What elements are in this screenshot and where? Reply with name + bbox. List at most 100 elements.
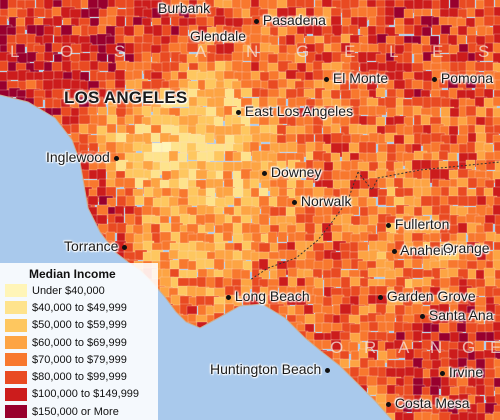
tract: [159, 222, 172, 233]
tract: [52, 15, 63, 27]
tract: [170, 187, 181, 198]
tract: [224, 195, 235, 206]
tract: [493, 196, 500, 211]
tract: [494, 224, 500, 237]
city-label-inglewood[interactable]: Inglewood: [46, 149, 119, 165]
city-label-el-monte[interactable]: El Monte: [324, 70, 388, 86]
county-letter: E: [490, 338, 500, 357]
tract: [421, 26, 432, 38]
tract: [493, 141, 500, 155]
legend-swatch: [5, 387, 27, 401]
city-label-los-angeles[interactable]: LOS ANGELES: [64, 88, 188, 107]
county-letter: G: [296, 42, 310, 61]
legend-label: Under $40,000: [32, 284, 105, 297]
tract: [70, 123, 81, 134]
tract: [411, 322, 424, 333]
tract: [232, 187, 244, 198]
legend-item: Under $40,000: [5, 282, 158, 299]
city-dot: [292, 199, 297, 205]
city-label-garden-grove[interactable]: Garden Grove: [378, 288, 476, 304]
city-label-torrance[interactable]: Torrance: [64, 238, 128, 254]
tract: [240, 87, 254, 98]
legend-item: $50,000 to $59,999: [5, 317, 158, 334]
tract: [87, 25, 99, 36]
city-label-pasadena[interactable]: Pasadena: [254, 12, 326, 28]
tract: [421, 411, 433, 420]
tract: [493, 358, 500, 371]
tract: [348, 341, 359, 353]
city-dot: [392, 248, 397, 254]
city-label-costa-mesa[interactable]: Costa Mesa: [386, 395, 470, 411]
tract: [213, 150, 225, 162]
legend-item: $40,000 to $49,999: [5, 299, 158, 316]
tract: [15, 17, 26, 28]
tract: [493, 15, 500, 27]
legend-swatch: [5, 405, 27, 419]
city-dot: [236, 109, 241, 115]
city-dot: [432, 76, 437, 82]
county-letter: R: [364, 338, 377, 357]
tract: [422, 60, 433, 71]
city-label-long-beach[interactable]: Long Beach: [226, 288, 310, 304]
tract: [475, 384, 486, 396]
tract: [6, 70, 20, 81]
city-label-east-los-angeles[interactable]: East Los Angeles: [236, 103, 353, 119]
tract: [196, 160, 207, 171]
tract: [331, 231, 343, 243]
tract: [322, 170, 334, 181]
tract: [269, 186, 280, 198]
tract: [402, 412, 415, 420]
city-label-santa-ana[interactable]: Santa Ana: [420, 307, 494, 323]
city-label-burbank[interactable]: Burbank: [158, 0, 211, 16]
city-label-glendale[interactable]: Glendale: [190, 28, 247, 44]
city-label-huntington-beach[interactable]: Huntington Beach: [210, 361, 331, 377]
tract: [222, 0, 234, 10]
legend-swatch: [5, 353, 27, 367]
tract: [106, 114, 118, 126]
tract: [358, 367, 371, 378]
tract: [386, 152, 398, 163]
city-label-irvine[interactable]: Irvine: [440, 364, 483, 380]
tract: [277, 231, 288, 243]
tract: [178, 258, 190, 270]
tract: [286, 141, 298, 153]
tract: [411, 268, 425, 279]
tract: [124, 42, 136, 55]
tract: [105, 132, 118, 144]
tract: [304, 133, 315, 144]
tract: [240, 196, 254, 208]
tract: [485, 159, 500, 171]
city-dot: [122, 244, 128, 250]
tract: [493, 33, 500, 47]
tract: [357, 196, 369, 208]
county-letter: G: [462, 338, 476, 357]
tract: [87, 123, 98, 135]
tract: [195, 134, 206, 145]
tract: [494, 0, 500, 10]
city-dot: [254, 18, 259, 24]
city-label-downey[interactable]: Downey: [262, 164, 321, 180]
city-label-fullerton[interactable]: Fullerton: [386, 216, 449, 232]
tract: [494, 160, 500, 175]
tract: [123, 25, 136, 37]
tract: [403, 258, 414, 270]
city-label-orange[interactable]: Orange: [442, 240, 490, 256]
tract: [231, 51, 244, 62]
legend-swatch: [5, 318, 27, 332]
tract: [367, 205, 379, 217]
tract: [494, 350, 500, 362]
legend-swatch: [5, 301, 27, 315]
tract: [42, 34, 54, 45]
tract: [366, 375, 379, 387]
tract: [375, 87, 386, 98]
tract: [16, 8, 29, 19]
tract: [43, 25, 55, 36]
city-label-norwalk[interactable]: Norwalk: [292, 193, 351, 209]
tract: [493, 124, 500, 135]
tract: [412, 330, 423, 342]
tract: [0, 60, 9, 72]
tract: [213, 303, 225, 314]
city-label-pomona[interactable]: Pomona: [432, 70, 493, 86]
tract: [303, 179, 314, 190]
